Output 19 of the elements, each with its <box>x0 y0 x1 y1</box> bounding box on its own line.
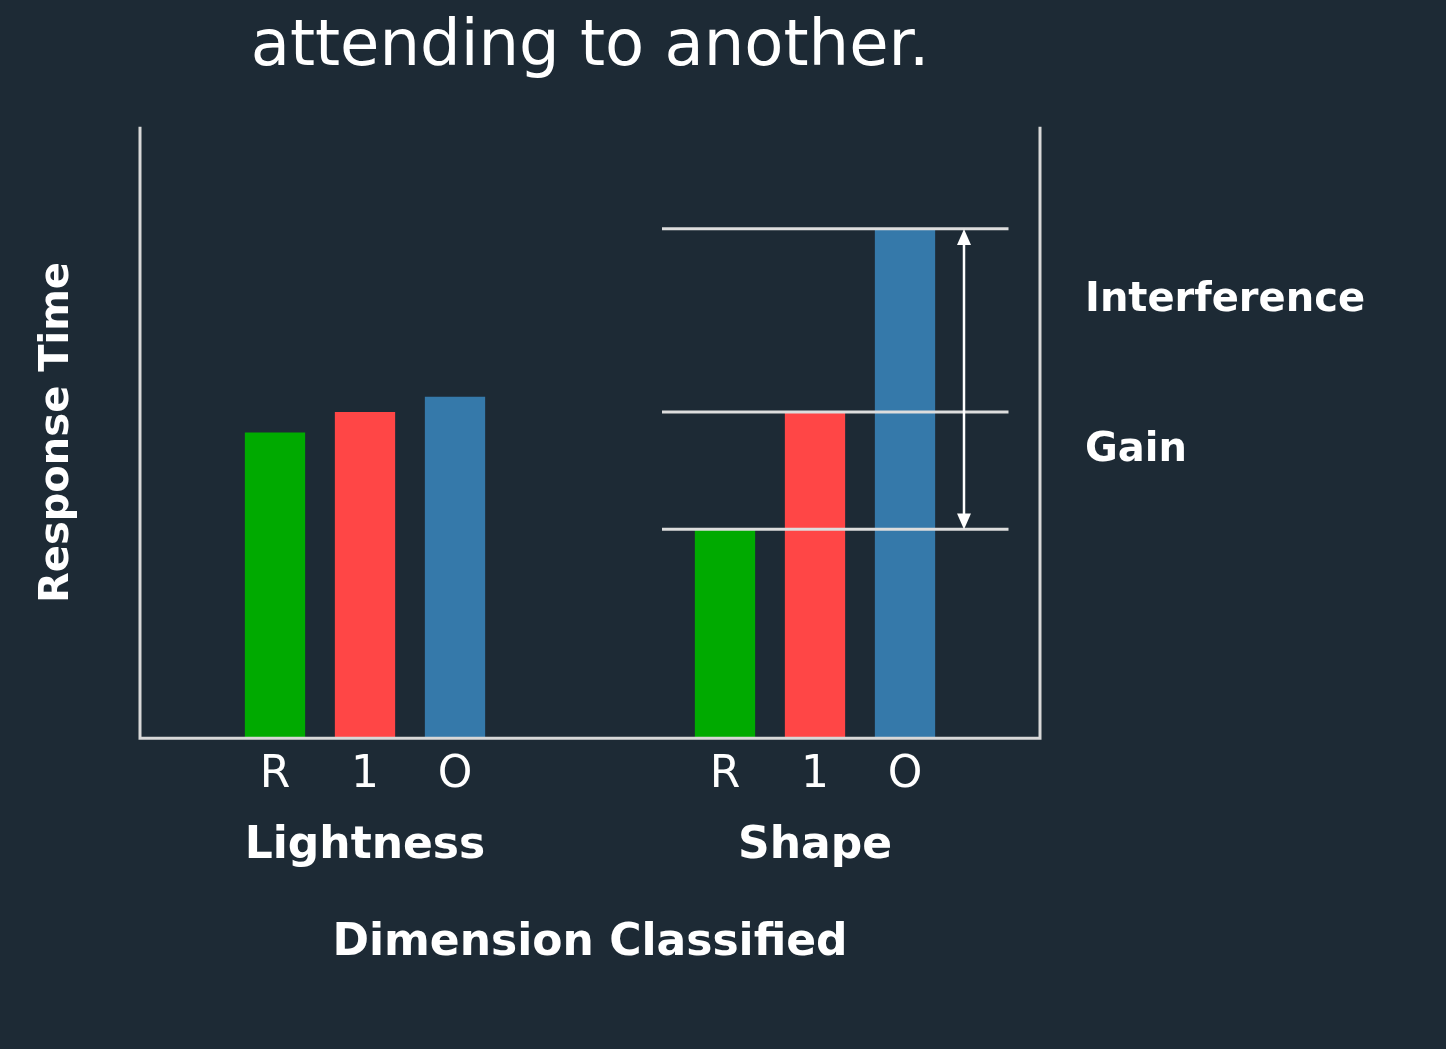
text: Shape <box>737 816 893 868</box>
text: Interference <box>1085 273 1366 320</box>
x-tick-label: 1 <box>351 746 379 798</box>
x-tick-label: R <box>709 746 741 798</box>
chart-title: attending to another. <box>250 6 930 81</box>
bar <box>784 412 846 739</box>
bar <box>424 396 486 739</box>
x-tick-label: O <box>887 746 923 798</box>
x-tick-label: O <box>437 746 473 798</box>
x-tick-label: 1 <box>801 746 829 798</box>
y-axis-title: Response Time <box>31 262 78 603</box>
x-axis-title: Dimension Classified <box>332 913 848 965</box>
bar <box>874 228 936 739</box>
bar <box>244 432 306 739</box>
x-tick-label: R <box>259 746 291 798</box>
bar <box>334 412 396 739</box>
text: Lightness <box>244 816 486 868</box>
text: Gain <box>1085 424 1188 471</box>
bar <box>694 529 756 739</box>
